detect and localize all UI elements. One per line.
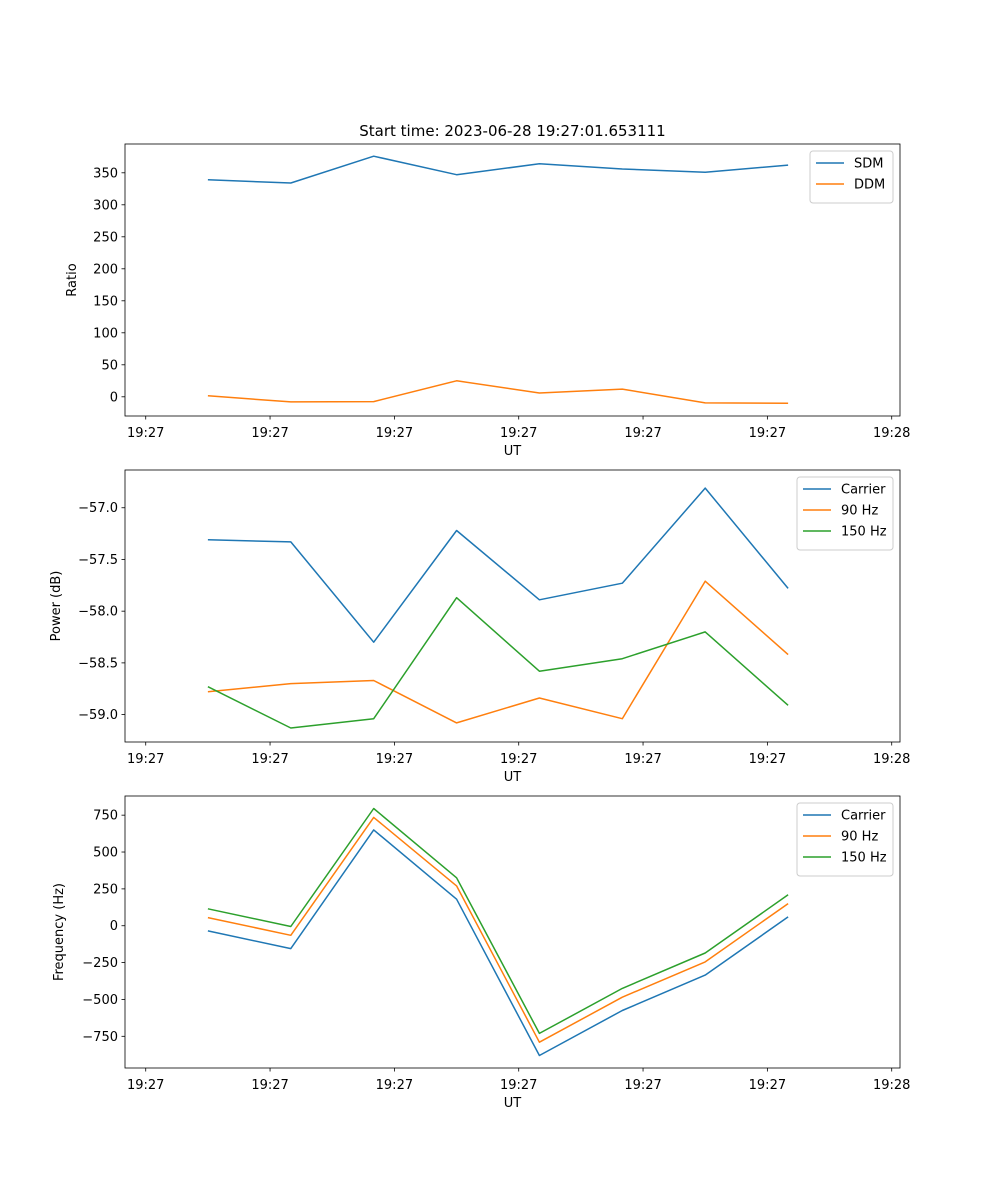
y-tick-label: 100 bbox=[93, 326, 118, 341]
x-tick-label: 19:27 bbox=[500, 752, 537, 767]
x-axis-label: UT bbox=[504, 770, 522, 785]
figure-title: Start time: 2023-06-28 19:27:01.653111 bbox=[359, 122, 665, 140]
legend: SDM DDM bbox=[809, 150, 894, 204]
series-line-90-hz bbox=[207, 580, 789, 724]
legend-entry: 150 Hz bbox=[841, 851, 887, 866]
legend-entry: 90 Hz bbox=[841, 504, 878, 519]
y-tick-label: 500 bbox=[93, 846, 118, 861]
y-tick-label: 150 bbox=[93, 294, 118, 309]
subplot-3: −750 −500 −250 0 250 500 750 19:27 19:27 19:27 19:… bbox=[52, 795, 910, 1111]
x-axis-label: UT bbox=[504, 444, 522, 459]
y-tick-label: 50 bbox=[101, 358, 118, 373]
y-tick-label: −57.0 bbox=[78, 501, 118, 516]
x-tick-label: 19:27 bbox=[376, 752, 413, 767]
x-tick-label: 19:27 bbox=[624, 752, 661, 767]
y-axis-label: Frequency (Hz) bbox=[52, 883, 67, 981]
x-tick-label: 19:27 bbox=[624, 1078, 661, 1093]
y-tick-label: 250 bbox=[93, 882, 118, 897]
y-tick-label: −500 bbox=[82, 993, 118, 1008]
x-tick-label: 19:28 bbox=[873, 752, 910, 767]
legend-entry: Carrier bbox=[841, 483, 886, 498]
x-tick-label: 19:27 bbox=[624, 426, 661, 441]
legend-box bbox=[809, 150, 894, 204]
series-line-carrier bbox=[207, 487, 789, 643]
y-tick-label: −57.5 bbox=[78, 553, 118, 568]
y-tick-label: 200 bbox=[93, 262, 118, 277]
axes-frame bbox=[124, 469, 901, 743]
x-tick-label: 19:27 bbox=[749, 752, 786, 767]
legend-entry: SDM bbox=[854, 157, 883, 172]
x-tick-label: 19:27 bbox=[127, 1078, 164, 1093]
y-tick-label: 250 bbox=[93, 230, 118, 245]
x-tick-label: 19:28 bbox=[873, 1078, 910, 1093]
legend: Carrier 90 Hz 150 Hz bbox=[796, 476, 894, 551]
legend-entry: Carrier bbox=[841, 809, 886, 824]
subplot-2: −59.0 −58.5 −58.0 −57.5 −57.0 19:27 19:27 19:27… bbox=[49, 469, 910, 785]
y-axis-label: Ratio bbox=[65, 263, 80, 296]
x-tick-label: 19:27 bbox=[500, 426, 537, 441]
series-line-carrier bbox=[207, 829, 789, 1057]
y-tick-label: −250 bbox=[82, 956, 118, 971]
subplot-1: 0 50 100 150 200 250 300 350 19:27 19:27 19:27 19:2… bbox=[65, 143, 910, 459]
y-tick-label: 300 bbox=[93, 198, 118, 213]
series-line-150-hz bbox=[207, 807, 789, 1035]
y-tick-label: 0 bbox=[110, 390, 118, 405]
y-tick-label: 0 bbox=[110, 919, 118, 934]
x-tick-label: 19:27 bbox=[500, 1078, 537, 1093]
x-tick-label: 19:27 bbox=[127, 426, 164, 441]
panels: 0 50 100 150 200 250 300 350 19:27 19:27 19:27 19:2… bbox=[49, 143, 910, 1111]
y-tick-label: 350 bbox=[93, 166, 118, 181]
series-line-ddm bbox=[207, 380, 789, 404]
legend-entry: 150 Hz bbox=[841, 525, 887, 540]
series-line-90-hz bbox=[207, 816, 789, 1043]
x-tick-label: 19:27 bbox=[376, 1078, 413, 1093]
x-tick-label: 19:27 bbox=[251, 426, 288, 441]
x-tick-label: 19:27 bbox=[376, 426, 413, 441]
y-tick-label: −58.5 bbox=[78, 656, 118, 671]
y-tick-label: 750 bbox=[93, 809, 118, 824]
series-line-sdm bbox=[207, 155, 789, 184]
y-tick-label: −58.0 bbox=[78, 605, 118, 620]
axes-frame bbox=[124, 143, 901, 417]
x-axis-label: UT bbox=[504, 1096, 522, 1111]
y-tick-label: −59.0 bbox=[78, 708, 118, 723]
y-tick-label: −750 bbox=[82, 1030, 118, 1045]
x-tick-label: 19:28 bbox=[873, 426, 910, 441]
legend-entry: 90 Hz bbox=[841, 830, 878, 845]
x-tick-label: 19:27 bbox=[749, 426, 786, 441]
legend-entry: DDM bbox=[854, 178, 885, 193]
y-axis-label: Power (dB) bbox=[49, 571, 64, 642]
axes-frame bbox=[124, 795, 901, 1069]
series-line-150-hz bbox=[207, 596, 789, 729]
x-tick-label: 19:27 bbox=[251, 752, 288, 767]
legend: Carrier 90 Hz 150 Hz bbox=[796, 802, 894, 877]
x-tick-label: 19:27 bbox=[749, 1078, 786, 1093]
x-tick-label: 19:27 bbox=[127, 752, 164, 767]
x-tick-label: 19:27 bbox=[251, 1078, 288, 1093]
